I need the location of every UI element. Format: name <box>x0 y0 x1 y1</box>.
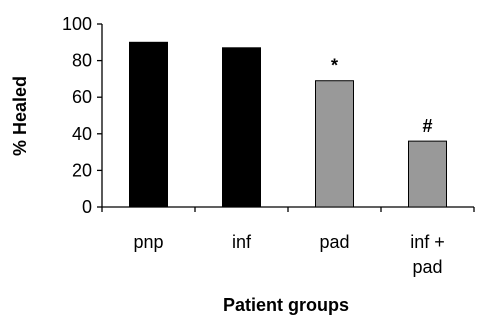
significance-marker: # <box>422 116 432 136</box>
y-tick-label: 0 <box>82 197 92 217</box>
y-tick-label: 20 <box>72 160 92 180</box>
y-tick-label: 40 <box>72 124 92 144</box>
x-tick-label: pad <box>412 257 442 277</box>
bar <box>129 41 168 208</box>
y-tick-label: 80 <box>72 51 92 71</box>
x-tick-label: inf <box>232 232 252 252</box>
category-labels: pnp inf pad inf + pad <box>133 232 444 277</box>
bar <box>315 80 354 208</box>
y-tick-label: 60 <box>72 87 92 107</box>
bar <box>408 140 447 208</box>
x-tick-label: inf + <box>410 232 445 252</box>
x-axis-title: Patient groups <box>223 295 349 315</box>
x-tick-label: pnp <box>133 232 163 252</box>
y-axis: 0 20 40 60 80 100 <box>62 14 103 217</box>
x-tick-label: pad <box>319 232 349 252</box>
bars <box>129 41 447 208</box>
x-axis <box>101 206 475 212</box>
bar <box>222 47 261 208</box>
significance-marker: * <box>331 56 338 76</box>
y-axis-title: % Healed <box>10 76 30 156</box>
y-tick-label: 100 <box>62 14 92 34</box>
annotations: *# <box>331 56 433 136</box>
